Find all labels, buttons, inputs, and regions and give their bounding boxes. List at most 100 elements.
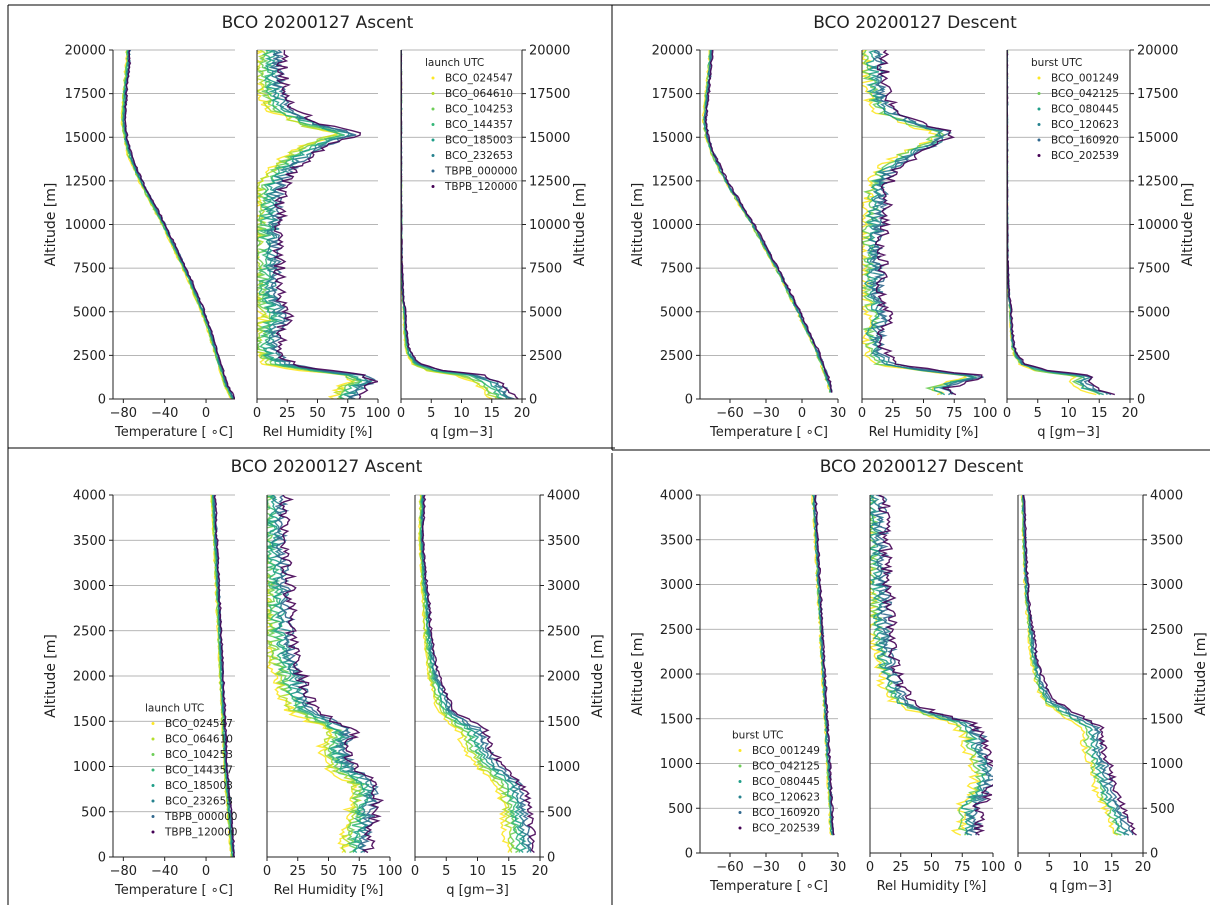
series-line-TBPB_120000 [213,495,235,857]
x-tick-label: 50 [320,864,337,879]
y-tick-label: 7500 [660,262,693,277]
legend-marker [431,138,435,142]
series-line-BCO_001249 [870,506,982,836]
y-tick-label: 20000 [652,44,693,59]
series-group [701,50,833,393]
x-tick-label: 0 [202,406,210,421]
y-tick-label: 500 [668,802,693,817]
x-tick-label: 15 [500,864,517,879]
legend: launch UTC BCO_024547 BCO_064610 BCO_104253… [425,57,518,193]
legend-marker [151,737,155,741]
series-line-BCO_104253 [257,50,363,399]
y-tick-label-right: 1000 [547,760,580,775]
x-tick-label: 75 [946,406,963,421]
series-group [811,495,835,836]
y-tick-label: 5000 [73,305,106,320]
panel-rh: 0 25 50 75 100 Rel Humidity [%] [866,494,1005,894]
y-tick-label: 2500 [73,624,106,639]
y-tick-label-right: 15000 [529,131,570,146]
series-line-BCO_144357 [267,495,370,853]
y-tick-label: 17500 [652,87,693,102]
x-tick-label: −80 [110,406,137,421]
x-tick-label: 0 [1014,860,1022,875]
y-axis-label: Altitude [m] [630,183,646,267]
legend-entry: BCO_080445 [752,776,820,788]
y-tick-label: 4000 [660,489,693,504]
legend-entry: BCO_120623 [1051,119,1119,131]
series-line-BCO_202539 [876,495,993,836]
series-line-BCO_202539 [1022,495,1137,836]
x-tick-label: 10 [453,406,470,421]
series-line-BCO_104253 [267,495,366,854]
y-tick-label-right: 2500 [529,349,562,364]
chart-title: BCO 20200127 Descent [820,457,1024,477]
series-line-TBPB_000000 [421,495,533,853]
x-tick-label: 0 [411,864,419,879]
legend-entry: BCO_202539 [1051,150,1119,162]
legend-marker [151,753,155,756]
x-tick-label: 20 [1135,860,1152,875]
legend-entry: BCO_104253 [445,104,513,116]
x-tick-label: 20 [514,406,531,421]
y-tick-label-right: 2500 [547,624,580,639]
x-tick-label: −30 [752,406,779,421]
legend-entry: BCO_185003 [165,780,233,792]
legend-marker [738,826,742,830]
y-tick-label: 3000 [660,578,693,593]
y-axis-label: Altitude [m] [43,183,59,267]
y-tick-label: 0 [98,851,106,866]
x-tick-label: −60 [716,406,743,421]
x-axis-label: q [gm−3] [446,883,509,898]
y-tick-label-right: 10000 [1137,218,1178,233]
series-line-TBPB_120000 [271,50,378,399]
legend-entry: BCO_024547 [165,718,233,730]
y-tick-label-right: 20000 [529,44,570,59]
y-tick-label: 0 [685,847,693,862]
series-line-BCO_202539 [814,495,835,836]
series-line-BCO_120623 [1021,495,1130,836]
x-tick-label: 75 [954,860,971,875]
legend-marker [738,795,742,799]
y-tick-label-right: 17500 [1137,87,1178,102]
legend-entry: TBPB_120000 [164,827,238,839]
legend-marker [151,722,155,725]
x-tick-label: 25 [279,406,296,421]
legend-marker [1037,154,1041,157]
x-tick-label: 5 [1045,860,1053,875]
legend-entry: TBPB_000000 [444,166,518,178]
y-tick-label-right: 3000 [1150,578,1183,593]
x-tick-label: 25 [884,406,901,421]
legend-marker [1037,107,1041,111]
y-tick-label: 12500 [65,174,106,189]
x-tick-label: 0 [858,406,866,421]
y-axis-label-right: Altitude [m] [1180,183,1196,267]
legend-entry: BCO_024547 [445,73,513,85]
x-tick-label: 100 [378,864,403,879]
x-tick-label: 0 [202,864,210,879]
y-tick-label: 20000 [65,44,106,59]
y-tick-label-right: 12500 [1137,174,1178,189]
y-tick-label: 500 [81,805,106,820]
x-tick-label: 0 [253,406,261,421]
x-tick-label: 75 [351,864,368,879]
series-line-BCO_080445 [863,50,978,396]
x-tick-label: −80 [110,864,137,879]
series-line-BCO_042125 [862,50,977,395]
legend-marker [1037,92,1041,95]
y-tick-label-right: 1500 [1150,712,1183,727]
x-axis-label: Temperature [ ∘C] [114,883,233,898]
x-axis-label: Rel Humidity [%] [274,883,384,898]
legend-entry: BCO_144357 [445,119,513,131]
series-group [267,495,385,854]
x-tick-label: 5 [427,406,435,421]
y-axis-label-right: Altitude [m] [1193,632,1209,716]
y-tick-label: 12500 [652,174,693,189]
legend-marker [431,185,435,188]
y-axis-label: Altitude [m] [43,634,59,718]
legend-marker [738,764,742,768]
y-tick-label-right: 3500 [1150,533,1183,548]
y-axis-label-right: Altitude [m] [572,183,588,267]
